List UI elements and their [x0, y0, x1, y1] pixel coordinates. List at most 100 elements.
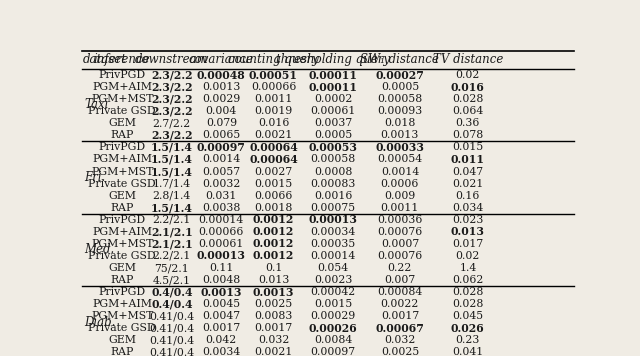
Text: 0.047: 0.047 [452, 167, 483, 177]
Text: 0.0012: 0.0012 [253, 251, 294, 262]
Text: 0.0021: 0.0021 [254, 347, 292, 356]
Text: 0.02: 0.02 [456, 70, 480, 80]
Text: 1.5/1.4: 1.5/1.4 [151, 142, 193, 153]
Text: Private GSD: Private GSD [88, 179, 156, 189]
Text: 0.00035: 0.00035 [310, 239, 356, 249]
Text: 2.3/2.2: 2.3/2.2 [151, 130, 193, 141]
Text: TV distance: TV distance [433, 53, 503, 66]
Text: 0.028: 0.028 [452, 299, 484, 309]
Text: 0.00097: 0.00097 [310, 347, 356, 356]
Text: PrivPGD: PrivPGD [99, 215, 146, 225]
Text: 0.0017: 0.0017 [254, 323, 292, 333]
Text: 0.00011: 0.00011 [308, 69, 358, 80]
Text: 0.00097: 0.00097 [197, 142, 246, 153]
Text: 0.078: 0.078 [452, 130, 483, 140]
Text: 0.0066: 0.0066 [254, 191, 292, 201]
Text: 0.0065: 0.0065 [202, 130, 241, 140]
Text: 0.00076: 0.00076 [378, 227, 422, 237]
Text: Diab.: Diab. [84, 315, 116, 329]
Text: 0.00061: 0.00061 [310, 106, 356, 116]
Text: 0.00076: 0.00076 [378, 251, 422, 261]
Text: PrivPGD: PrivPGD [99, 287, 146, 297]
Text: PGM+MST: PGM+MST [91, 94, 154, 104]
Text: 0.00053: 0.00053 [308, 142, 358, 153]
Text: 0.00014: 0.00014 [199, 215, 244, 225]
Text: 2.3/2.2: 2.3/2.2 [151, 82, 193, 93]
Text: 0.0002: 0.0002 [314, 94, 352, 104]
Text: Private GSD: Private GSD [88, 106, 156, 116]
Text: 0.00029: 0.00029 [310, 311, 356, 321]
Text: 0.00064: 0.00064 [249, 142, 298, 153]
Text: 0.062: 0.062 [452, 275, 484, 285]
Text: 2.1/2.1: 2.1/2.1 [151, 226, 193, 237]
Text: 0.023: 0.023 [452, 215, 484, 225]
Text: 0.004: 0.004 [205, 106, 237, 116]
Text: 0.026: 0.026 [451, 323, 484, 334]
Text: 1.5/1.4: 1.5/1.4 [151, 154, 193, 165]
Text: 0.079: 0.079 [206, 118, 237, 128]
Text: 0.031: 0.031 [205, 191, 237, 201]
Text: 0.0008: 0.0008 [314, 167, 352, 177]
Text: GEM: GEM [108, 263, 136, 273]
Text: 0.00011: 0.00011 [308, 82, 358, 93]
Text: 0.034: 0.034 [452, 203, 483, 213]
Text: 2.1/2.1: 2.1/2.1 [151, 239, 193, 250]
Text: 0.0012: 0.0012 [253, 239, 294, 250]
Text: 0.00061: 0.00061 [198, 239, 244, 249]
Text: 0.016: 0.016 [258, 118, 289, 128]
Text: 0.0023: 0.0023 [314, 275, 352, 285]
Text: 0.00036: 0.00036 [377, 215, 422, 225]
Text: 0.0005: 0.0005 [381, 82, 419, 92]
Text: 0.41/0.4: 0.41/0.4 [149, 311, 195, 321]
Text: 0.0018: 0.0018 [254, 203, 292, 213]
Text: 0.0011: 0.0011 [254, 94, 292, 104]
Text: 0.0019: 0.0019 [254, 106, 292, 116]
Text: Med.: Med. [84, 243, 115, 256]
Text: PGM+AIM: PGM+AIM [92, 227, 152, 237]
Text: 2.8/1.4: 2.8/1.4 [152, 191, 191, 201]
Text: 0.0022: 0.0022 [381, 299, 419, 309]
Text: GEM: GEM [108, 191, 136, 201]
Text: 0.00013: 0.00013 [308, 214, 358, 225]
Text: SW₁ distance: SW₁ distance [360, 53, 439, 66]
Text: 0.0045: 0.0045 [202, 299, 241, 309]
Text: Fri.: Fri. [84, 171, 106, 184]
Text: Private GSD: Private GSD [88, 251, 156, 261]
Text: 0.4/0.4: 0.4/0.4 [151, 299, 193, 310]
Text: RAP: RAP [111, 130, 134, 140]
Text: dataset: dataset [83, 53, 127, 66]
Text: Private GSD: Private GSD [88, 323, 156, 333]
Text: 0.032: 0.032 [258, 335, 289, 345]
Text: 0.0034: 0.0034 [202, 347, 241, 356]
Text: thresholding query: thresholding query [276, 53, 390, 66]
Text: 0.16: 0.16 [456, 191, 480, 201]
Text: 0.4/0.4: 0.4/0.4 [151, 287, 193, 298]
Text: GEM: GEM [108, 118, 136, 128]
Text: 2.3/2.2: 2.3/2.2 [151, 94, 193, 105]
Text: 0.0013: 0.0013 [381, 130, 419, 140]
Text: inference: inference [94, 53, 150, 66]
Text: PrivPGD: PrivPGD [99, 142, 146, 152]
Text: 0.0025: 0.0025 [381, 347, 419, 356]
Text: 0.015: 0.015 [452, 142, 483, 152]
Text: 2.3/2.2: 2.3/2.2 [151, 106, 193, 117]
Text: 0.011: 0.011 [451, 154, 485, 165]
Text: 1.7/1.4: 1.7/1.4 [153, 179, 191, 189]
Text: 0.00066: 0.00066 [251, 82, 296, 92]
Text: GEM: GEM [108, 335, 136, 345]
Text: 0.054: 0.054 [317, 263, 349, 273]
Text: 0.0057: 0.0057 [202, 167, 241, 177]
Text: 0.0027: 0.0027 [254, 167, 292, 177]
Text: 1.5/1.4: 1.5/1.4 [151, 202, 193, 213]
Text: 0.028: 0.028 [452, 287, 484, 297]
Text: 0.0048: 0.0048 [202, 275, 241, 285]
Text: 0.0013: 0.0013 [200, 287, 242, 298]
Text: RAP: RAP [111, 203, 134, 213]
Text: counting query: counting query [228, 53, 319, 66]
Text: RAP: RAP [111, 275, 134, 285]
Text: 0.11: 0.11 [209, 263, 234, 273]
Text: 0.021: 0.021 [452, 179, 484, 189]
Text: 2.7/2.2: 2.7/2.2 [152, 118, 191, 128]
Text: 0.23: 0.23 [456, 335, 480, 345]
Text: 0.016: 0.016 [451, 82, 485, 93]
